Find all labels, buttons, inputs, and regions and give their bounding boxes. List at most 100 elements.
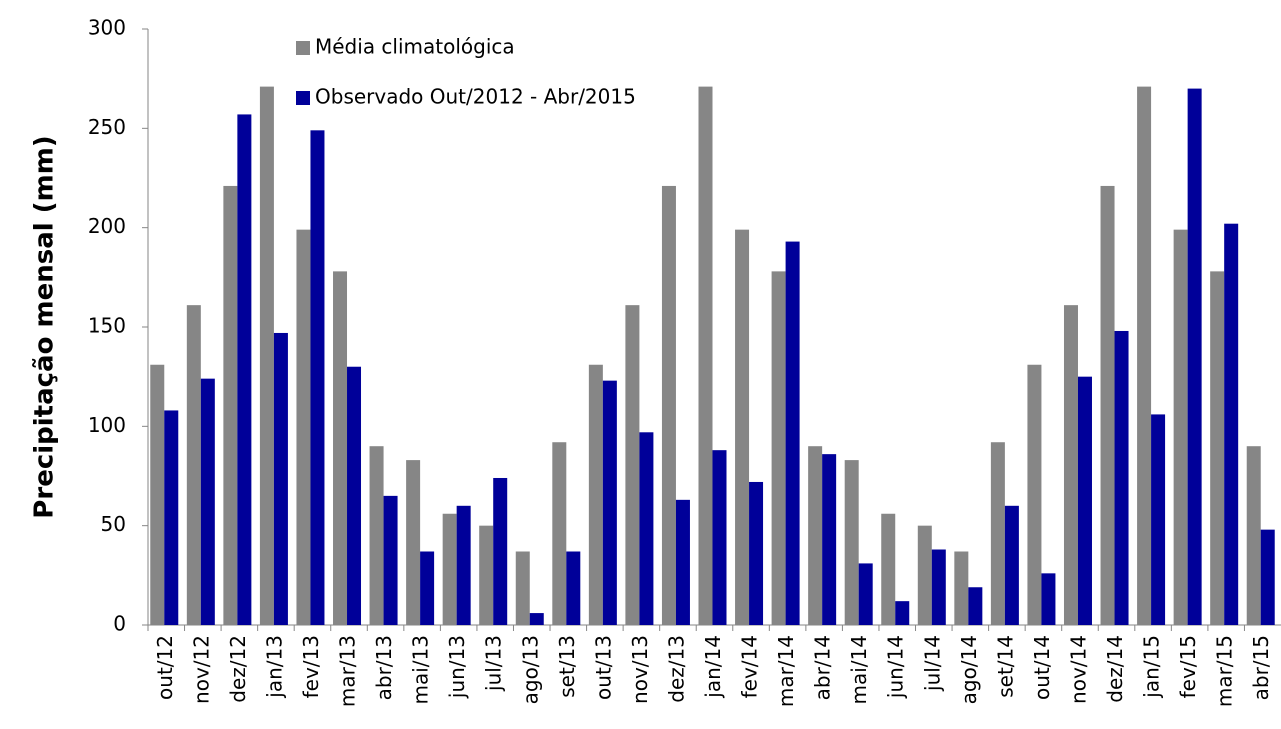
y-tick-label: 0 bbox=[113, 612, 126, 636]
x-tick-label: fev/13 bbox=[299, 635, 323, 698]
bar bbox=[990, 442, 1005, 625]
bar bbox=[749, 481, 764, 625]
bar bbox=[1224, 223, 1239, 625]
x-tick-label: jan/15 bbox=[1140, 635, 1164, 699]
x-tick-label: out/13 bbox=[591, 635, 615, 700]
bar bbox=[406, 460, 421, 625]
x-tick-label: out/14 bbox=[1030, 635, 1054, 700]
bar bbox=[1004, 505, 1019, 625]
x-tick-label: mai/13 bbox=[409, 635, 433, 704]
bar bbox=[456, 505, 471, 625]
bar bbox=[296, 229, 311, 626]
bar bbox=[369, 446, 384, 625]
bar bbox=[639, 432, 654, 625]
bar bbox=[1114, 330, 1129, 625]
x-tick-label: mar/15 bbox=[1213, 635, 1237, 707]
x-tick-label: abr/13 bbox=[372, 635, 396, 700]
x-tick-label: ago/14 bbox=[957, 635, 981, 704]
bar bbox=[347, 366, 362, 625]
bar bbox=[895, 601, 910, 625]
bar bbox=[1246, 446, 1261, 625]
bar bbox=[785, 241, 800, 625]
x-tick-label: jul/14 bbox=[920, 635, 944, 692]
bar bbox=[822, 454, 837, 625]
bar bbox=[1027, 364, 1042, 625]
bar bbox=[771, 271, 786, 625]
legend-swatch bbox=[296, 91, 310, 105]
x-tick-label: set/13 bbox=[555, 635, 579, 698]
bar bbox=[1210, 271, 1225, 625]
x-tick-label: out/12 bbox=[153, 635, 177, 700]
bar bbox=[259, 86, 274, 625]
bar bbox=[150, 364, 165, 625]
bar bbox=[1187, 88, 1202, 626]
bar bbox=[1077, 376, 1092, 625]
x-tick-label: dez/14 bbox=[1103, 635, 1127, 703]
bar bbox=[333, 271, 348, 625]
bar bbox=[493, 477, 508, 625]
bar bbox=[515, 551, 530, 625]
bar bbox=[1173, 229, 1188, 626]
x-tick-label: abr/14 bbox=[811, 635, 835, 700]
bar bbox=[1151, 414, 1166, 625]
bar bbox=[1137, 86, 1152, 625]
x-tick-label: jul/13 bbox=[482, 635, 506, 692]
x-tick-label: jun/14 bbox=[884, 635, 908, 699]
x-tick-label: ago/13 bbox=[518, 635, 542, 704]
y-axis-label: Precipitação mensal (mm) bbox=[30, 135, 60, 518]
y-tick-label: 300 bbox=[88, 16, 126, 40]
bar bbox=[858, 563, 873, 625]
x-tick-label: dez/13 bbox=[664, 635, 688, 703]
bar bbox=[588, 364, 603, 625]
x-tick-label: dez/12 bbox=[226, 635, 250, 703]
x-tick-label: nov/14 bbox=[1066, 635, 1090, 704]
bar bbox=[442, 513, 457, 625]
bar bbox=[552, 442, 567, 625]
bar bbox=[383, 495, 398, 625]
x-tick-label: nov/12 bbox=[189, 635, 213, 704]
x-tick-label: fev/15 bbox=[1176, 635, 1200, 698]
bar bbox=[529, 613, 544, 625]
bar bbox=[931, 549, 946, 625]
x-tick-label: fev/14 bbox=[738, 635, 762, 698]
bar bbox=[661, 185, 676, 626]
bar bbox=[200, 378, 215, 625]
y-tick-label: 150 bbox=[88, 314, 126, 338]
bar bbox=[223, 185, 238, 626]
bar bbox=[602, 380, 617, 625]
x-tick-label: set/14 bbox=[993, 635, 1017, 698]
bar bbox=[1260, 529, 1275, 625]
bar bbox=[1100, 185, 1115, 626]
y-tick-label: 100 bbox=[88, 413, 126, 437]
x-tick-label: jan/13 bbox=[262, 635, 286, 699]
bar bbox=[675, 499, 690, 625]
bar bbox=[917, 525, 932, 625]
y-tick-label: 250 bbox=[88, 115, 126, 139]
bar bbox=[420, 551, 435, 625]
bar bbox=[625, 305, 640, 625]
x-tick-label: mar/13 bbox=[336, 635, 360, 707]
legend-swatch bbox=[296, 41, 310, 55]
bar bbox=[844, 460, 859, 625]
legend-label: Observado Out/2012 - Abr/2015 bbox=[315, 85, 636, 109]
bar bbox=[566, 551, 581, 625]
bar bbox=[1041, 573, 1056, 625]
bar bbox=[735, 229, 750, 626]
bar bbox=[712, 450, 727, 625]
bar bbox=[273, 332, 288, 625]
x-tick-label: mai/14 bbox=[847, 635, 871, 704]
legend-label: Média climatológica bbox=[315, 35, 515, 59]
bar bbox=[808, 446, 823, 625]
bar bbox=[310, 130, 325, 625]
bar bbox=[164, 410, 179, 625]
bar bbox=[237, 114, 252, 625]
y-tick-label: 200 bbox=[88, 214, 126, 238]
y-tick-label: 50 bbox=[101, 512, 126, 536]
bar bbox=[698, 86, 713, 625]
bar bbox=[479, 525, 494, 625]
x-tick-label: jun/13 bbox=[445, 635, 469, 699]
bar bbox=[1063, 305, 1078, 625]
bar bbox=[954, 551, 969, 625]
bar bbox=[881, 513, 896, 625]
